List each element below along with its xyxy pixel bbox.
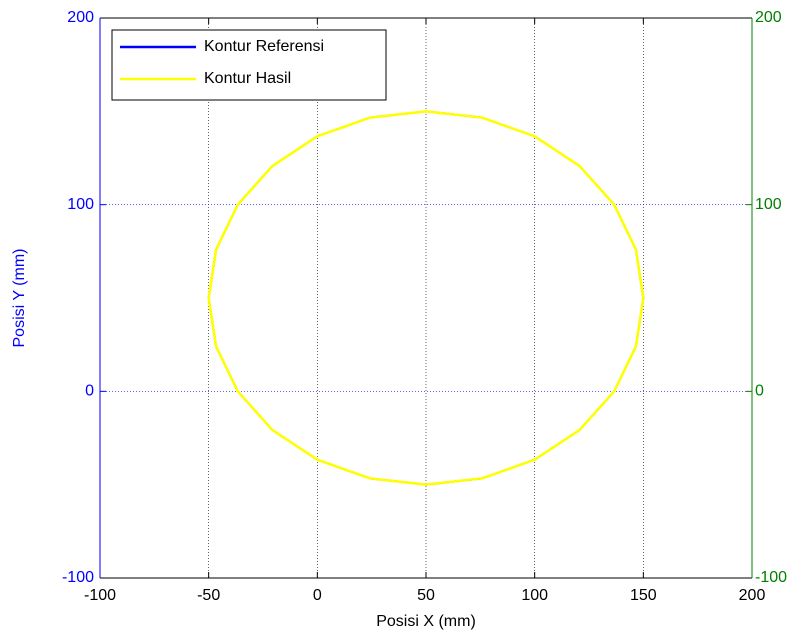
x-tick-label: 50 (417, 587, 435, 604)
y2-tick-label: 100 (755, 196, 782, 213)
x-tick-label: 150 (630, 587, 657, 604)
y-tick-label: 100 (67, 196, 94, 213)
y2-tick-label: 200 (755, 9, 782, 26)
chart: Posisi X (mm) Posisi Y (mm) -100 -50 0 50 10… (0, 0, 802, 637)
x-tick-label: 200 (739, 587, 766, 604)
x-tick-label: -50 (197, 587, 220, 604)
x-tick-label: -100 (84, 587, 116, 604)
legend-label: Kontur Referensi (204, 38, 324, 55)
y2-tick-label: 0 (755, 383, 764, 400)
y2-tick-label: -100 (755, 569, 787, 586)
page: {"chart_data": {"type": "line", "xlabel"… (0, 0, 802, 637)
y-axis-label: Posisi Y (mm) (11, 249, 28, 348)
y-tick-label: -100 (62, 569, 94, 586)
x-tick-label: 0 (313, 587, 322, 604)
x-axis-label: Posisi X (mm) (376, 613, 476, 630)
x-tick-label: 100 (521, 587, 548, 604)
y-tick-label: 0 (85, 383, 94, 400)
y-tick-label: 200 (67, 9, 94, 26)
legend-label: Kontur Hasil (204, 70, 291, 87)
